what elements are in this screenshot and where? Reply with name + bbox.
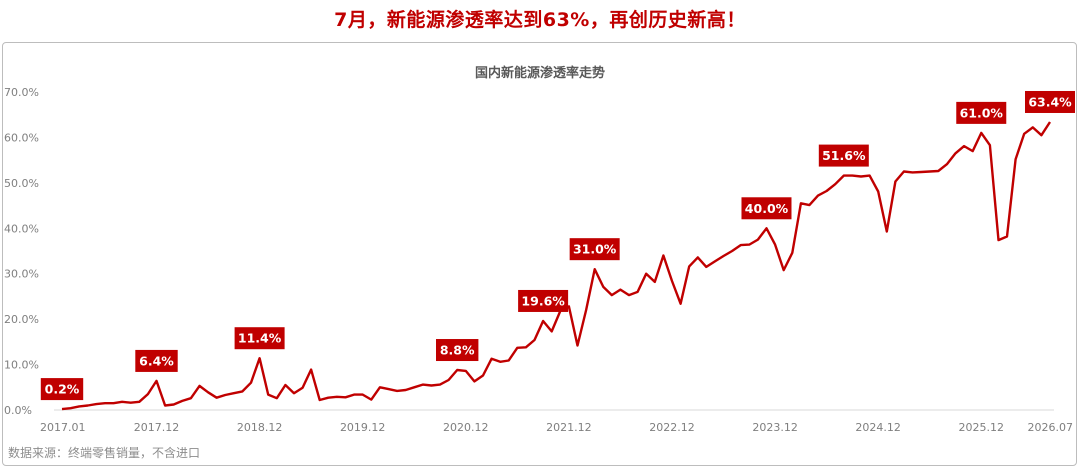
data-label-text: 31.0%: [573, 242, 617, 257]
x-tick-label: 2022.12: [649, 421, 695, 434]
x-tick-label: 2020.12: [443, 421, 489, 434]
data-label-text: 61.0%: [960, 105, 1004, 120]
data-label-box: [956, 101, 1007, 124]
data-label: 0.2%: [40, 378, 84, 401]
data-label-box: [518, 289, 569, 312]
data-label-box: [1025, 90, 1075, 113]
data-label-box: [135, 349, 178, 372]
data-label: 61.0%: [956, 101, 1007, 124]
data-label-box: [436, 339, 479, 362]
data-label-text: 63.4%: [1028, 94, 1072, 109]
data-label-text: 51.6%: [822, 148, 866, 163]
data-label: 8.8%: [436, 339, 479, 362]
chart-title: 国内新能源渗透率走势: [474, 66, 605, 81]
data-label-box: [234, 327, 285, 350]
data-label: 63.4%: [1025, 90, 1075, 113]
data-label-text: 0.2%: [45, 382, 80, 397]
data-label-text: 11.4%: [238, 331, 282, 346]
y-tick-label: 50.0%: [4, 177, 39, 190]
data-label: 31.0%: [569, 238, 620, 261]
x-tick-label: 2019.12: [340, 421, 386, 434]
data-label-box: [741, 197, 792, 220]
headline: 7月，新能源渗透率达到63%，再创历史新高！: [334, 9, 746, 31]
y-tick-label: 30.0%: [4, 268, 39, 281]
y-tick-label: 10.0%: [4, 359, 39, 372]
data-label-box: [569, 238, 620, 261]
series-line: [61, 121, 1052, 411]
data-label: 40.0%: [741, 197, 792, 220]
data-label-text: 40.0%: [745, 201, 789, 216]
y-tick-label: 70.0%: [4, 86, 39, 99]
data-label: 6.4%: [135, 349, 178, 372]
data-label-box: [818, 144, 869, 167]
chart-panel: [2, 42, 1077, 466]
y-tick-label: 40.0%: [4, 222, 39, 235]
data-label: 11.4%: [234, 327, 285, 350]
x-tick-label: 2023.12: [752, 421, 798, 434]
x-tick-label: 2021.12: [546, 421, 592, 434]
x-tick-label: 2024.12: [855, 421, 901, 434]
data-label-text: 6.4%: [139, 353, 174, 368]
data-label: 51.6%: [818, 144, 869, 167]
x-tick-label: 2018.12: [237, 421, 283, 434]
x-tick-label: 2017.12: [134, 421, 180, 434]
data-label: 19.6%: [518, 289, 569, 312]
y-tick-label: 20.0%: [4, 313, 39, 326]
data-label-text: 8.8%: [440, 343, 475, 358]
x-tick-label: 2017.01: [40, 421, 86, 434]
y-tick-label: 60.0%: [4, 131, 39, 144]
data-label-text: 19.6%: [521, 293, 565, 308]
data-label-box: [40, 378, 84, 401]
x-tick-label: 2026.07: [1028, 421, 1074, 434]
source-note: 数据来源：终端零售销量，不含进口: [8, 446, 201, 460]
y-tick-label: 0.0%: [4, 404, 32, 417]
x-tick-label: 2025.12: [959, 421, 1005, 434]
